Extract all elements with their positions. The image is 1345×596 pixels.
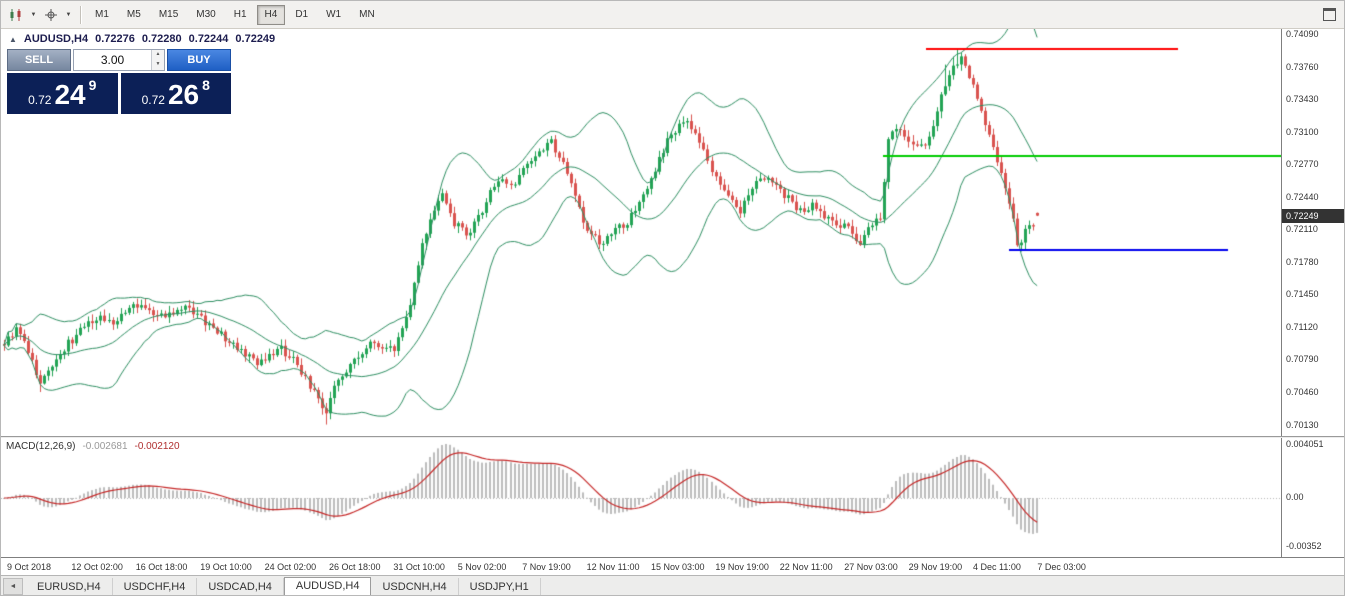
chart-tab-bar: ◄ EURUSD,H4 USDCHF,H4 USDCAD,H4 AUDUSD,H4 US… [1,575,1344,595]
price-axis-label: 0.74090 [1286,29,1319,40]
price-axis[interactable]: 0.72249 0.74090 0.73760 0.73430 0.73100 0.72… [1281,29,1344,557]
price-axis-label: 0.70460 [1286,387,1319,398]
timeframe-h1[interactable]: H1 [226,5,255,25]
price-axis-label: 0.73100 [1286,126,1319,137]
macd-axis-label: 0.004051 [1286,439,1324,449]
tab-usdcad-h4[interactable]: USDCAD,H4 [197,577,284,595]
buy-price-prefix: 0.72 [141,93,165,107]
timeframe-w1[interactable]: W1 [318,5,349,25]
time-axis-label: 26 Oct 18:00 [329,562,381,572]
timeframe-group: M1 M5 M15 M30 H1 H4 D1 W1 MN [86,4,384,25]
ohlc-close-value: 0.72249 [235,33,276,45]
buy-button[interactable]: BUY [167,49,231,71]
pane-splitter[interactable] [1,436,1344,438]
macd-canvas[interactable] [1,438,1281,557]
timeframe-m5[interactable]: M5 [119,5,149,25]
time-axis-label: 4 Dec 11:00 [973,562,1021,572]
tab-scroll-left-icon[interactable]: ◄ [3,578,23,595]
time-axis-label: 27 Nov 03:00 [844,562,898,572]
macd-axis-label: 0.00 [1286,492,1304,502]
tab-usdjpy-h1[interactable]: USDJPY,H1 [459,577,541,595]
price-axis-label: 0.71780 [1286,256,1319,267]
price-axis-label: 0.71120 [1286,321,1318,332]
time-axis-label: 15 Nov 03:00 [651,562,705,572]
crosshair-caret-icon[interactable]: ▼ [62,4,75,26]
tab-audusd-h4[interactable]: AUDUSD,H4 [283,577,372,595]
time-axis-label: 16 Oct 18:00 [135,562,188,572]
time-axis-label: 29 Nov 19:00 [908,562,963,572]
price-axis-label: 0.72770 [1286,159,1319,170]
collapse-panel-icon[interactable]: ▲ [9,34,17,44]
time-axis-label: 24 Oct 02:00 [264,562,317,572]
time-axis-label: 7 Dec 03:00 [1037,562,1086,572]
window-icon [1322,8,1336,21]
volume-down-icon[interactable]: ▼ [152,60,164,70]
time-axis-label: 19 Nov 19:00 [715,562,769,572]
ohlc-open-value: 0.72276 [95,33,135,45]
price-axis-label: 0.72110 [1286,224,1318,235]
time-axis[interactable]: 9 Oct 2018 12 Oct 02:00 16 Oct 18:00 19 Oct… [1,557,1344,575]
volume-spinner: ▲ ▼ [151,50,164,70]
volume-field[interactable]: ▲ ▼ [73,49,165,71]
crosshair-icon-button[interactable] [40,4,62,26]
window-icon-button[interactable] [1318,4,1340,26]
price-axis-label: 0.73430 [1286,94,1319,105]
sell-price-button[interactable]: 0.72 24 9 [7,73,118,114]
ohlc-symbol: AUDUSD,H4 [23,33,89,45]
bar-chart-icon-button[interactable] [5,4,27,26]
time-axis-label: 12 Oct 02:00 [71,562,123,572]
buy-price-big: 26 [167,79,200,110]
timeframe-h4[interactable]: H4 [256,4,286,25]
time-axis-label: 19 Oct 10:00 [200,562,252,572]
crosshair-icon [45,8,57,21]
time-axis-label: 22 Nov 11:00 [779,562,833,572]
price-axis-label: 0.72440 [1286,191,1319,202]
macd-axis-label: -0.00352 [1286,541,1322,551]
time-axis-label: 7 Nov 19:00 [522,562,571,572]
price-axis-label: 0.70790 [1286,354,1319,365]
ohlc-high-value: 0.72280 [141,33,182,45]
chart-type-caret-icon[interactable]: ▼ [27,4,40,26]
buy-price-pip: 8 [202,77,210,93]
tab-eurusd-h4[interactable]: EURUSD,H4 [26,577,113,595]
timeframe-d1[interactable]: D1 [287,5,316,25]
price-axis-label: 0.71450 [1286,289,1319,300]
sell-price-pip: 9 [88,77,97,93]
macd-indicator-label: MACD(12,26,9) -0.002681 -0.002120 [6,441,180,452]
macd-signal-value: -0.002120 [134,441,180,452]
time-axis-label: 12 Nov 11:00 [586,562,640,572]
timeframe-mn[interactable]: MN [351,5,383,25]
toolbar: ▼ ▼ M1 M5 M15 M30 H1 H4 D1 W1 MN [1,1,1344,29]
volume-up-icon[interactable]: ▲ [152,50,164,60]
chart-area: ▲ AUDUSD,H4 0.72276 0.72280 0.72244 0.72… [1,29,1344,575]
time-axis-label: 5 Nov 02:00 [457,562,507,572]
bar-chart-icon [10,8,21,21]
sell-button[interactable]: SELL [7,49,71,71]
timeframe-m15[interactable]: M15 [151,5,186,25]
sell-price-prefix: 0.72 [28,93,52,107]
timeframe-m1[interactable]: M1 [87,5,117,25]
macd-main-value: -0.002681 [82,441,128,452]
buy-price-button[interactable]: 0.72 26 8 [120,73,231,114]
tab-usdcnh-h4[interactable]: USDCNH,H4 [371,577,459,595]
toolbar-separator [80,5,81,24]
symbol-ohlc-line: ▲ AUDUSD,H4 0.72276 0.72280 0.72244 0.72… [9,33,275,45]
time-axis-label: 31 Oct 10:00 [393,562,445,572]
price-axis-label: 0.70130 [1286,419,1319,430]
tab-usdchf-h4[interactable]: USDCHF,H4 [113,577,198,595]
time-axis-label: 9 Oct 2018 [7,562,52,572]
timeframe-m30[interactable]: M30 [188,5,223,25]
ohlc-low-value: 0.72244 [188,33,229,45]
macd-name: MACD(12,26,9) [6,441,76,452]
volume-input[interactable] [74,50,151,70]
price-axis-label: 0.73760 [1286,61,1319,72]
current-price-badge: 0.72249 [1282,208,1344,223]
sell-price-big: 24 [54,79,86,110]
